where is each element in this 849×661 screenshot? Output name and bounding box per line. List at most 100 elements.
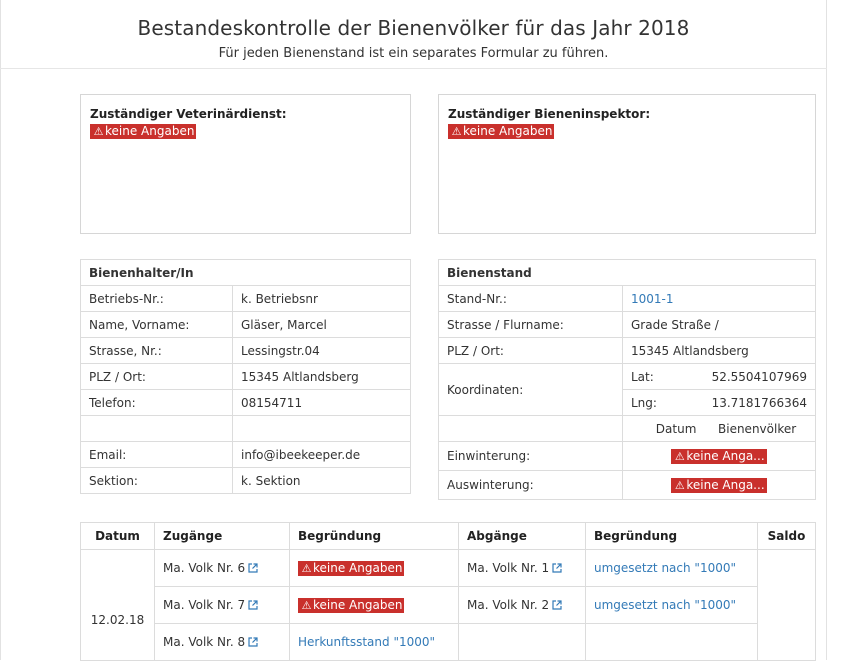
page-subtitle: Für jeden Bienenstand ist ein separates …: [218, 46, 609, 61]
field-label: Sektion:: [80, 467, 233, 494]
field-label: [80, 415, 233, 442]
incoming-colony[interactable]: Ma. Volk Nr. 7: [163, 598, 246, 612]
date-column-label: Datum: [655, 421, 697, 436]
table-row: Koordinaten: Lat: 52.5504107969: [438, 363, 816, 416]
page-title: Bestandeskontrolle der Bienenvölker für …: [137, 16, 690, 40]
vet-service-warning: ⚠ keine Angaben: [90, 124, 197, 139]
warning-icon: ⚠: [301, 561, 312, 575]
table-row: Email: info@ibeekeeper.de: [80, 441, 411, 468]
warning-icon: ⚠: [674, 449, 685, 463]
warning-icon: ⚠: [674, 478, 685, 492]
table-row: Ma. Volk Nr. 7 ⚠ keine Angaben Ma. Volk N…: [81, 586, 816, 624]
external-link-icon[interactable]: [248, 637, 258, 647]
table-row: PLZ / Ort: 15345 Altlandsberg: [438, 337, 816, 364]
field-value: Gläser, Marcel: [232, 311, 411, 338]
field-value: k. Betriebsnr: [232, 285, 411, 312]
field-value: Lessingstr.04: [232, 337, 411, 364]
apiary-heading: Bienenstand: [438, 259, 816, 286]
lat-value: 52.5504107969: [711, 369, 807, 384]
field-value: k. Sektion: [232, 467, 411, 494]
field-value: info@ibeekeeper.de: [232, 441, 411, 468]
reason-out-link[interactable]: umgesetzt nach "1000": [594, 598, 737, 612]
colony-movements-table: Datum Zugänge Begründung Abgänge Begründ…: [80, 522, 816, 661]
table-row: [80, 415, 411, 442]
external-link-icon[interactable]: [248, 563, 258, 573]
table-row: Stand-Nr.: 1001-1: [438, 285, 816, 312]
coordinates-label: Koordinaten:: [438, 363, 623, 416]
column-header: Begründung: [289, 522, 459, 550]
wintering-warning-text: keine Anga...: [686, 448, 765, 463]
page-header: Bestandeskontrolle der Bienenvölker für …: [0, 0, 849, 70]
reason-in-warning-text: keine Angaben: [313, 560, 403, 575]
column-header: Abgänge: [458, 522, 586, 550]
column-header: Datum: [80, 522, 155, 550]
reason-out-cell: umgesetzt nach "1000": [585, 586, 758, 624]
table-row: Sektion: k. Sektion: [80, 467, 411, 494]
incoming-cell: Ma. Volk Nr. 8: [154, 623, 290, 661]
outwintering-warning-text: keine Anga...: [686, 477, 765, 492]
vet-service-title: Zuständiger Veterinärdienst:: [90, 107, 287, 121]
table-row: PLZ / Ort: 15345 Altlandsberg: [80, 363, 411, 390]
outgoing-cell: Ma. Volk Nr. 1: [458, 549, 586, 587]
wintering-warning: ⚠ keine Anga...: [671, 448, 767, 464]
incoming-colony[interactable]: Ma. Volk Nr. 8: [163, 635, 246, 649]
outgoing-cell: Ma. Volk Nr. 2: [458, 586, 586, 624]
lat-label: Lat:: [631, 369, 654, 384]
column-header: Zugänge: [154, 522, 290, 550]
stand-nr-link[interactable]: 1001-1: [631, 291, 674, 306]
saldo-cell: [757, 549, 816, 661]
table-row: Lng: 13.7181766364: [439, 389, 816, 416]
reason-in-warning: ⚠ keine Angaben: [298, 560, 405, 576]
incoming-colony[interactable]: Ma. Volk Nr. 6: [163, 561, 246, 575]
reason-in-warning: ⚠ keine Angaben: [298, 597, 405, 613]
reason-in-link[interactable]: Herkunftsstand "1000": [298, 635, 436, 649]
date-cell: 12.02.18: [80, 549, 155, 661]
warning-icon: ⚠: [93, 125, 104, 138]
field-label: Stand-Nr.:: [438, 285, 623, 312]
inspector-warning: ⚠ keine Angaben: [448, 124, 555, 139]
inspector-warning-text: keine Angaben: [463, 124, 553, 138]
table-row: Ma. Volk Nr. 8 Herkunftsstand "1000": [81, 623, 816, 661]
lng-value: 13.7181766364: [711, 395, 807, 410]
external-link-icon[interactable]: [552, 600, 562, 610]
beekeeper-table: Bienenhalter/In Betriebs-Nr.: k. Betrieb…: [80, 259, 411, 494]
empty-cell: [438, 415, 623, 442]
table-row: Name, Vorname: Gläser, Marcel: [80, 311, 411, 338]
field-value: 08154711: [232, 389, 411, 416]
table-header-row: Datum Zugänge Begründung Abgänge Begründ…: [80, 522, 816, 550]
outgoing-colony[interactable]: Ma. Volk Nr. 2: [467, 598, 550, 612]
field-label: Betriebs-Nr.:: [80, 285, 233, 312]
reason-in-cell: ⚠ keine Angaben: [289, 586, 459, 624]
field-value: [232, 415, 411, 442]
latitude-cell: Lat: 52.5504107969: [622, 363, 816, 390]
table-row: 12.02.18 Ma. Volk Nr. 6 ⚠ keine Angaben M…: [80, 549, 816, 661]
table-row: Bienenstand: [438, 259, 816, 286]
table-row: Telefon: 08154711: [80, 389, 411, 416]
outgoing-colony[interactable]: Ma. Volk Nr. 1: [467, 561, 550, 575]
incoming-cell: Ma. Volk Nr. 6: [154, 549, 290, 587]
outwintering-cell: ⚠ keine Anga...: [622, 470, 816, 500]
vet-service-warning-text: keine Angaben: [105, 124, 195, 138]
table-row: Strasse, Nr.: Lessingstr.04: [80, 337, 411, 364]
reason-out-link[interactable]: umgesetzt nach "1000": [594, 561, 737, 575]
reason-out-cell: [585, 623, 758, 661]
field-label: Email:: [80, 441, 233, 468]
external-link-icon[interactable]: [248, 600, 258, 610]
field-label: Strasse, Nr.:: [80, 337, 233, 364]
column-header: Begründung: [585, 522, 758, 550]
field-value: 15345 Altlandsberg: [232, 363, 411, 390]
table-row: Bienenhalter/In: [80, 259, 411, 286]
beekeeper-heading: Bienenhalter/In: [80, 259, 411, 286]
field-label: Name, Vorname:: [80, 311, 233, 338]
longitude-cell: Lng: 13.7181766364: [622, 389, 816, 416]
field-value: 1001-1: [622, 285, 816, 312]
vet-service-box: Zuständiger Veterinärdienst: ⚠ keine Anga…: [80, 94, 411, 234]
field-label: PLZ / Ort:: [80, 363, 233, 390]
winter-columns-header: Datum Bienenvölker: [622, 415, 816, 442]
table-row: Datum Bienenvölker: [438, 415, 816, 442]
table-row: Betriebs-Nr.: k. Betriebsnr: [80, 285, 411, 312]
reason-out-cell: umgesetzt nach "1000": [585, 549, 758, 587]
field-value: Grade Straße /: [622, 311, 816, 338]
reason-in-cell: ⚠ keine Angaben: [289, 549, 459, 587]
external-link-icon[interactable]: [552, 563, 562, 573]
